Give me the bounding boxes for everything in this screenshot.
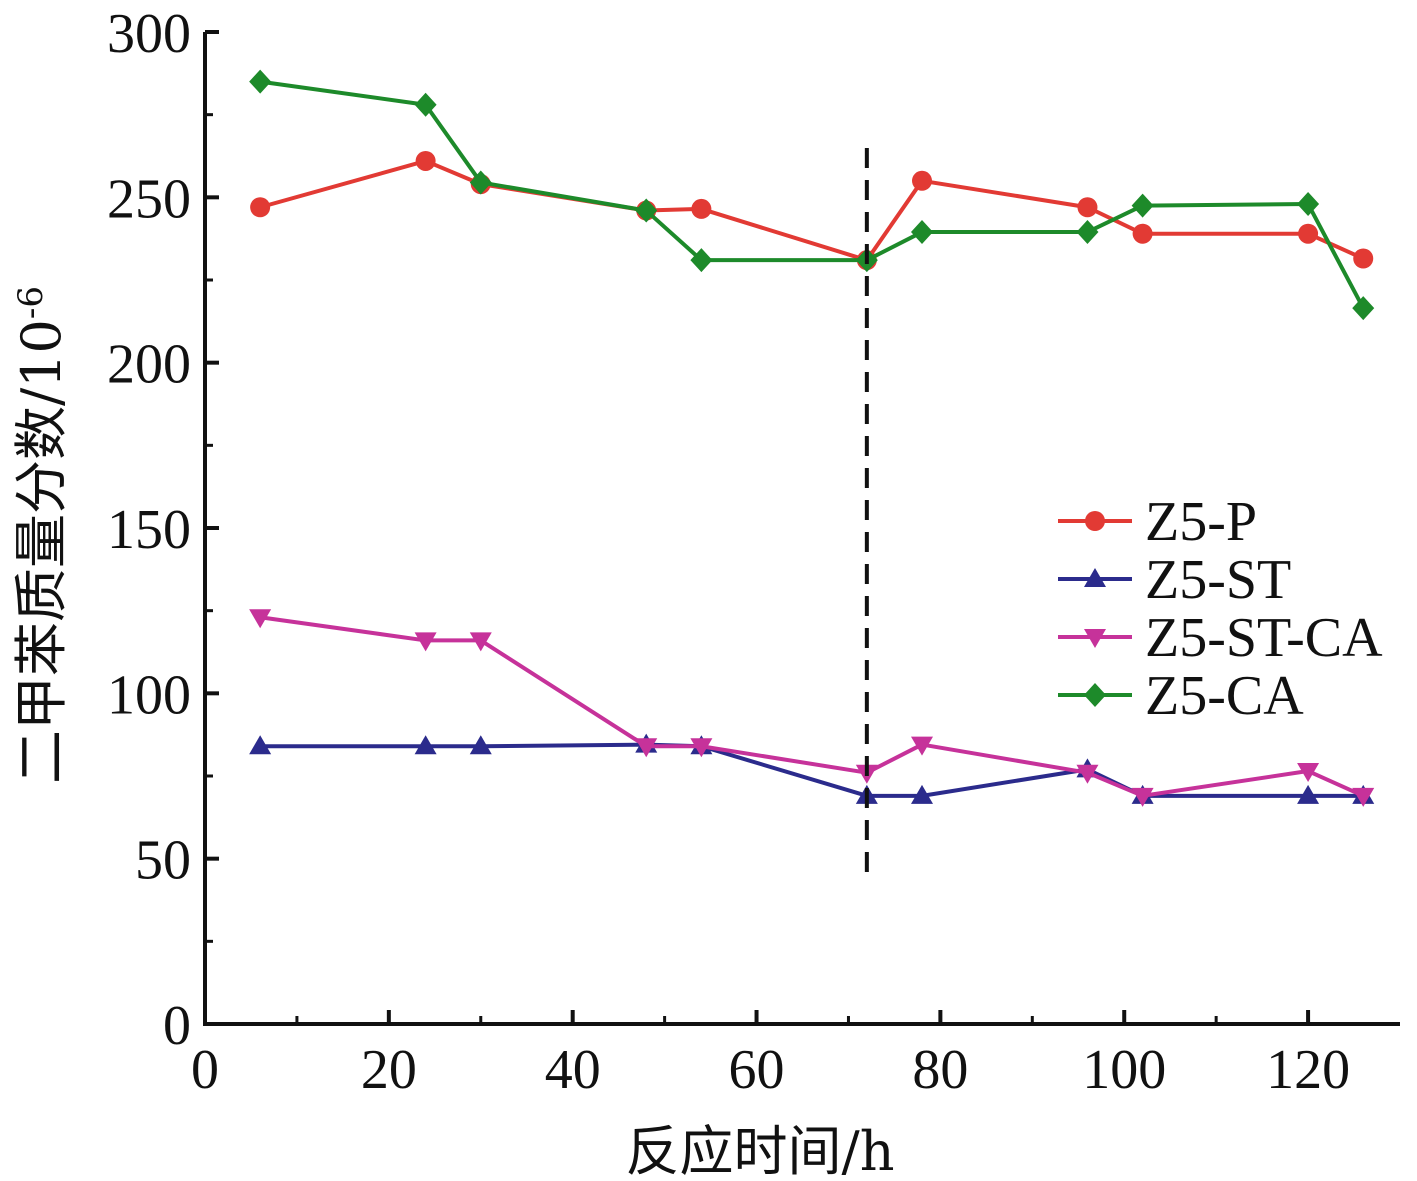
y-tick-label: 0 — [163, 995, 191, 1057]
data-point-z5-st-ca — [635, 738, 658, 758]
data-point-z5-st-ca — [1352, 787, 1375, 807]
data-point-z5-ca — [249, 69, 272, 94]
legend-label: Z5-P — [1145, 491, 1257, 553]
data-point-z5-p — [1298, 223, 1319, 244]
x-tick-label: 20 — [361, 1039, 417, 1101]
data-point-z5-p — [250, 197, 271, 218]
data-point-z5-st-ca — [1297, 763, 1320, 783]
data-point-z5-ca — [469, 170, 492, 195]
data-point-z5-ca — [690, 248, 713, 273]
plot-area — [249, 69, 1375, 872]
data-point-z5-ca — [1297, 191, 1320, 216]
data-point-z5-p — [1132, 223, 1153, 244]
y-axis-title: 二甲苯质量分数/10-6 — [10, 286, 73, 784]
data-point-z5-st — [249, 735, 272, 755]
y-axis-ticks: 0 50 100 150 200 250 300 — [107, 3, 219, 1057]
data-point-z5-st-ca — [414, 632, 437, 652]
legend-marker — [1085, 511, 1105, 531]
data-point-z5-ca — [1131, 193, 1154, 218]
data-point-z5-p — [1353, 248, 1374, 269]
legend-item: Z5-ST-CA — [1058, 607, 1383, 669]
data-point-z5-ca — [911, 220, 933, 245]
x-axis-title: 反应时间/h — [626, 1120, 895, 1181]
data-point-z5-st — [1297, 784, 1320, 804]
legend-marker — [1084, 629, 1106, 648]
data-point-z5-p — [415, 150, 436, 171]
legend-item: Z5-ST — [1058, 549, 1291, 611]
y-axis-title-text: 二甲苯质量分数/10 — [10, 319, 73, 784]
legend-marker — [1084, 683, 1106, 707]
x-tick-label: 100 — [1082, 1039, 1166, 1101]
legend-marker — [1084, 568, 1106, 587]
x-tick-label: 60 — [729, 1039, 785, 1101]
data-point-z5-ca — [635, 198, 658, 223]
y-tick-label: 50 — [135, 830, 191, 892]
data-point-z5-ca — [414, 92, 437, 117]
legend-item: Z5-P — [1058, 491, 1257, 553]
legend-item: Z5-CA — [1058, 665, 1304, 727]
series-z5-p — [250, 150, 1374, 271]
data-point-z5-st-ca — [249, 609, 272, 629]
legend-label: Z5-ST-CA — [1145, 607, 1383, 669]
series-z5-st — [249, 733, 1375, 804]
x-tick-label: 120 — [1266, 1039, 1350, 1101]
y-tick-label: 200 — [107, 334, 191, 396]
data-point-z5-ca — [1352, 296, 1375, 321]
y-tick-label: 150 — [107, 499, 191, 561]
data-point-z5-st — [414, 735, 437, 755]
data-point-z5-p — [1077, 197, 1098, 218]
y-axis-title-superscript: -6 — [11, 286, 51, 319]
data-point-z5-st — [469, 735, 492, 755]
y-tick-label: 300 — [107, 3, 191, 65]
data-point-z5-p — [912, 170, 932, 191]
y-tick-label: 100 — [107, 664, 191, 726]
y-tick-label: 250 — [107, 168, 191, 230]
x-tick-label: 80 — [912, 1039, 968, 1101]
data-point-z5-st-ca — [469, 632, 492, 652]
series-z5-ca — [249, 69, 1375, 321]
data-point-z5-p — [691, 198, 712, 219]
series-layer — [249, 69, 1375, 807]
series-line-z5-p — [259, 158, 1365, 263]
data-point-z5-st-ca — [911, 736, 933, 756]
x-axis-ticks: 0 20 40 60 80 100 120 — [191, 1010, 1350, 1101]
data-point-z5-st-ca — [1076, 764, 1099, 784]
axes: 0 50 100 150 200 250 300 0 20 40 60 80 100 120 — [107, 3, 1400, 1101]
data-point-z5-st-ca — [1131, 787, 1154, 807]
legend-label: Z5-ST — [1145, 549, 1291, 611]
data-point-z5-st-ca — [690, 738, 713, 758]
legend-label: Z5-CA — [1145, 665, 1304, 727]
data-point-z5-st — [911, 784, 933, 804]
data-point-z5-ca — [1076, 220, 1099, 245]
x-tick-label: 40 — [545, 1039, 601, 1101]
x-tick-label: 0 — [191, 1039, 219, 1101]
